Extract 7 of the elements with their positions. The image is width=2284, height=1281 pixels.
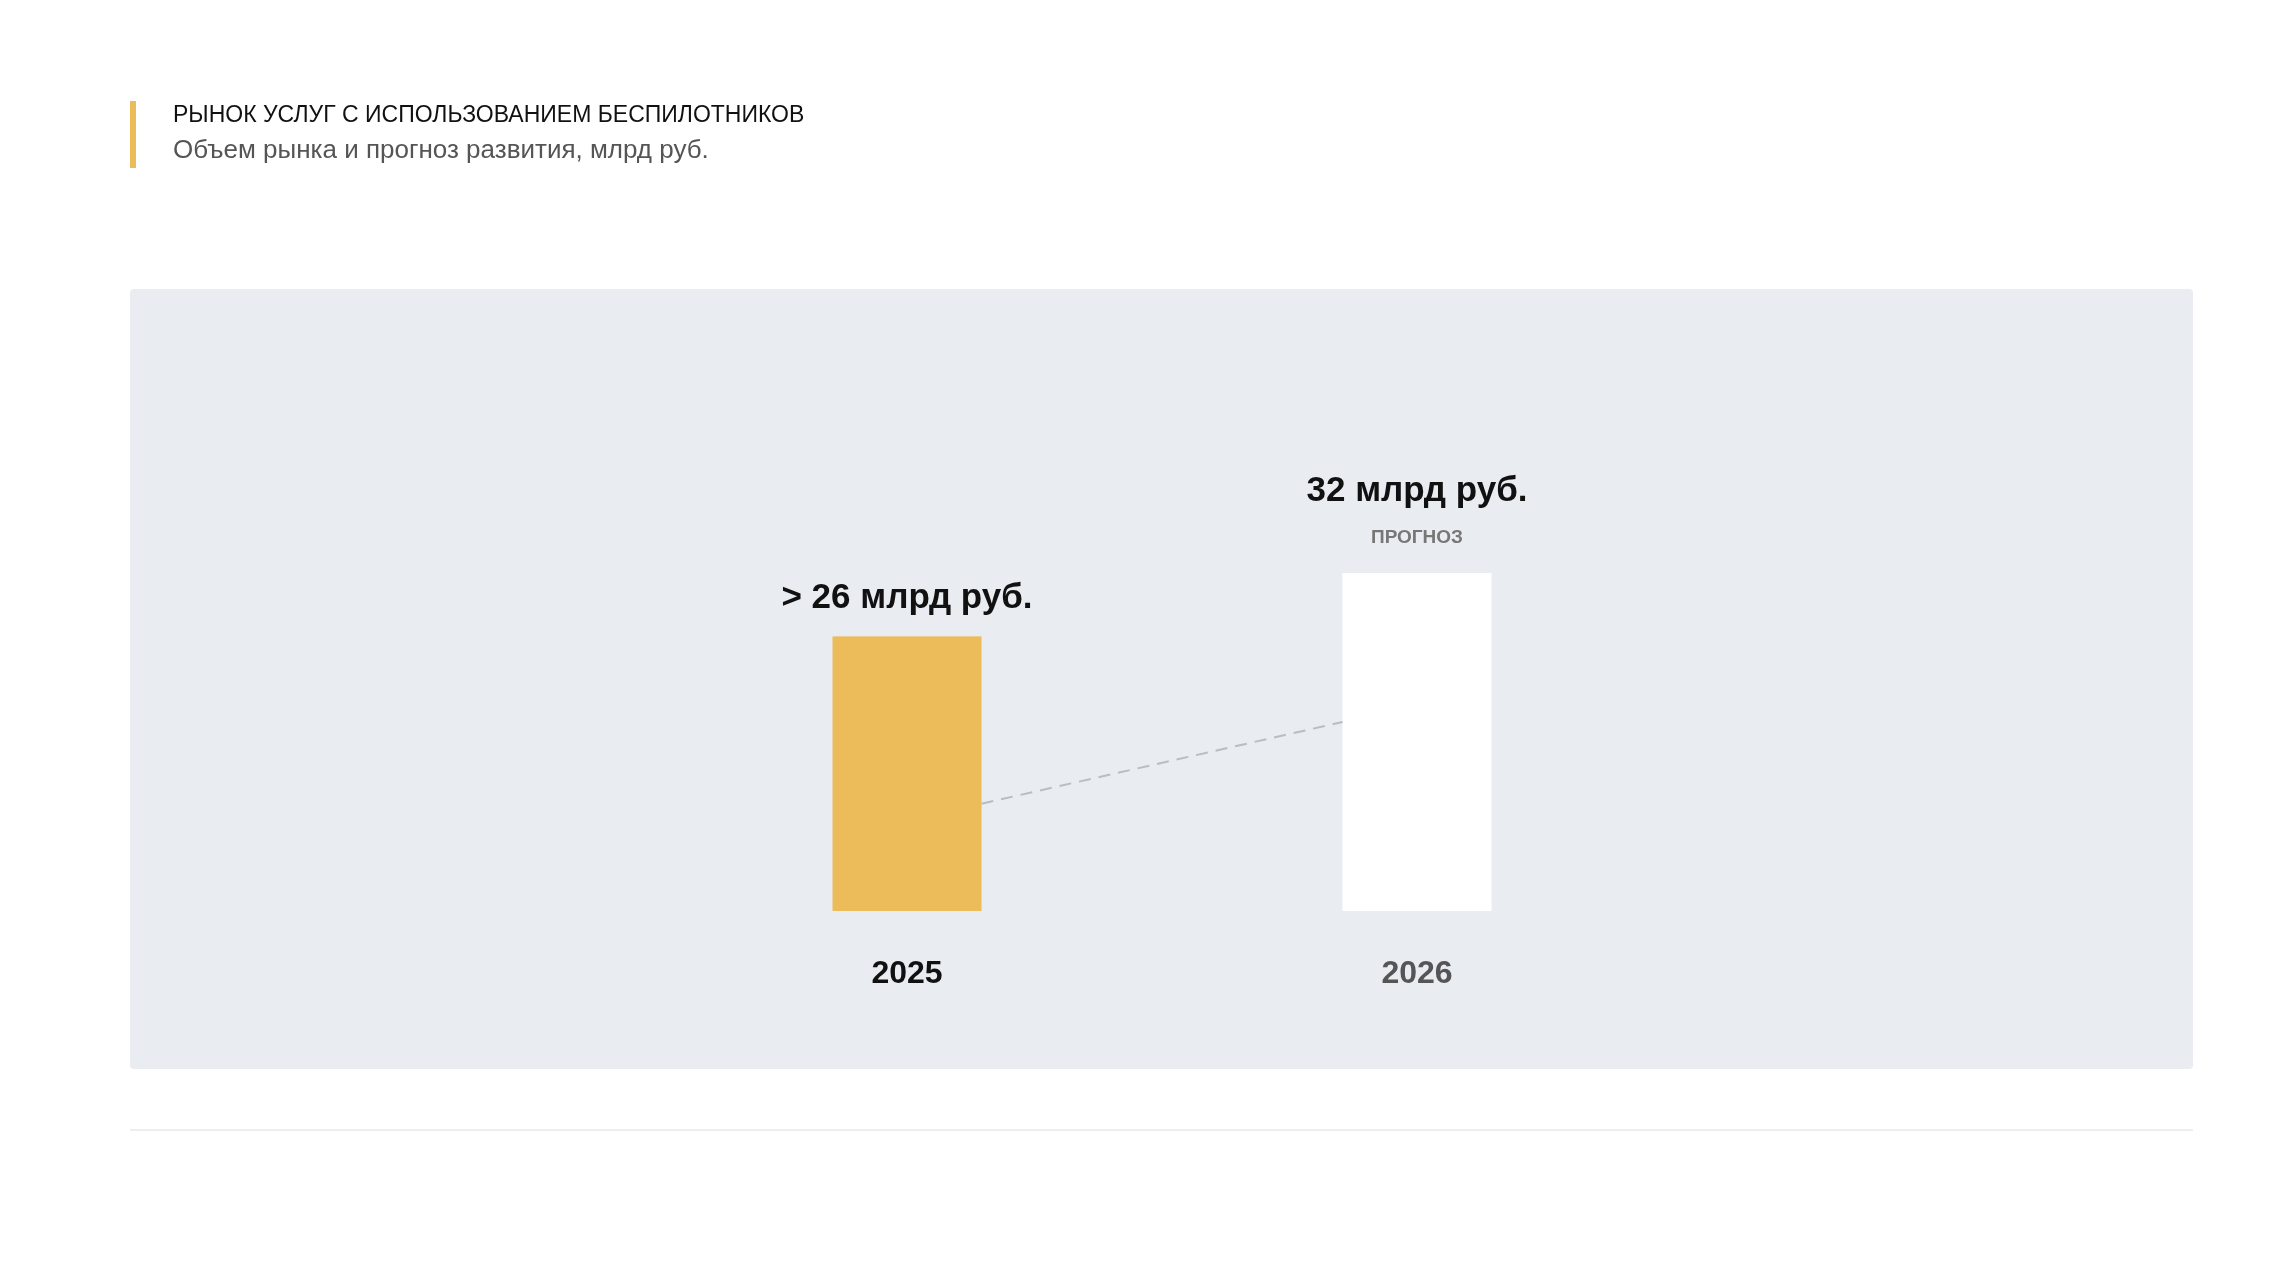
annotation: ПРОГНОЗ <box>1370 526 1464 547</box>
data-label: > 26 млрд руб. <box>781 576 1033 616</box>
x-tick-label: 2025 <box>871 954 943 990</box>
chart-title: РЫНОК УСЛУГ С ИСПОЛЬЗОВАНИЕМ БЕСПИЛОТНИКОВ <box>173 101 805 127</box>
x-tick-label: 2026 <box>1381 954 1453 990</box>
text: Объем рынка и прогноз развития, млрд руб. <box>173 134 709 164</box>
data-label: 32 млрд руб. <box>1306 469 1528 508</box>
